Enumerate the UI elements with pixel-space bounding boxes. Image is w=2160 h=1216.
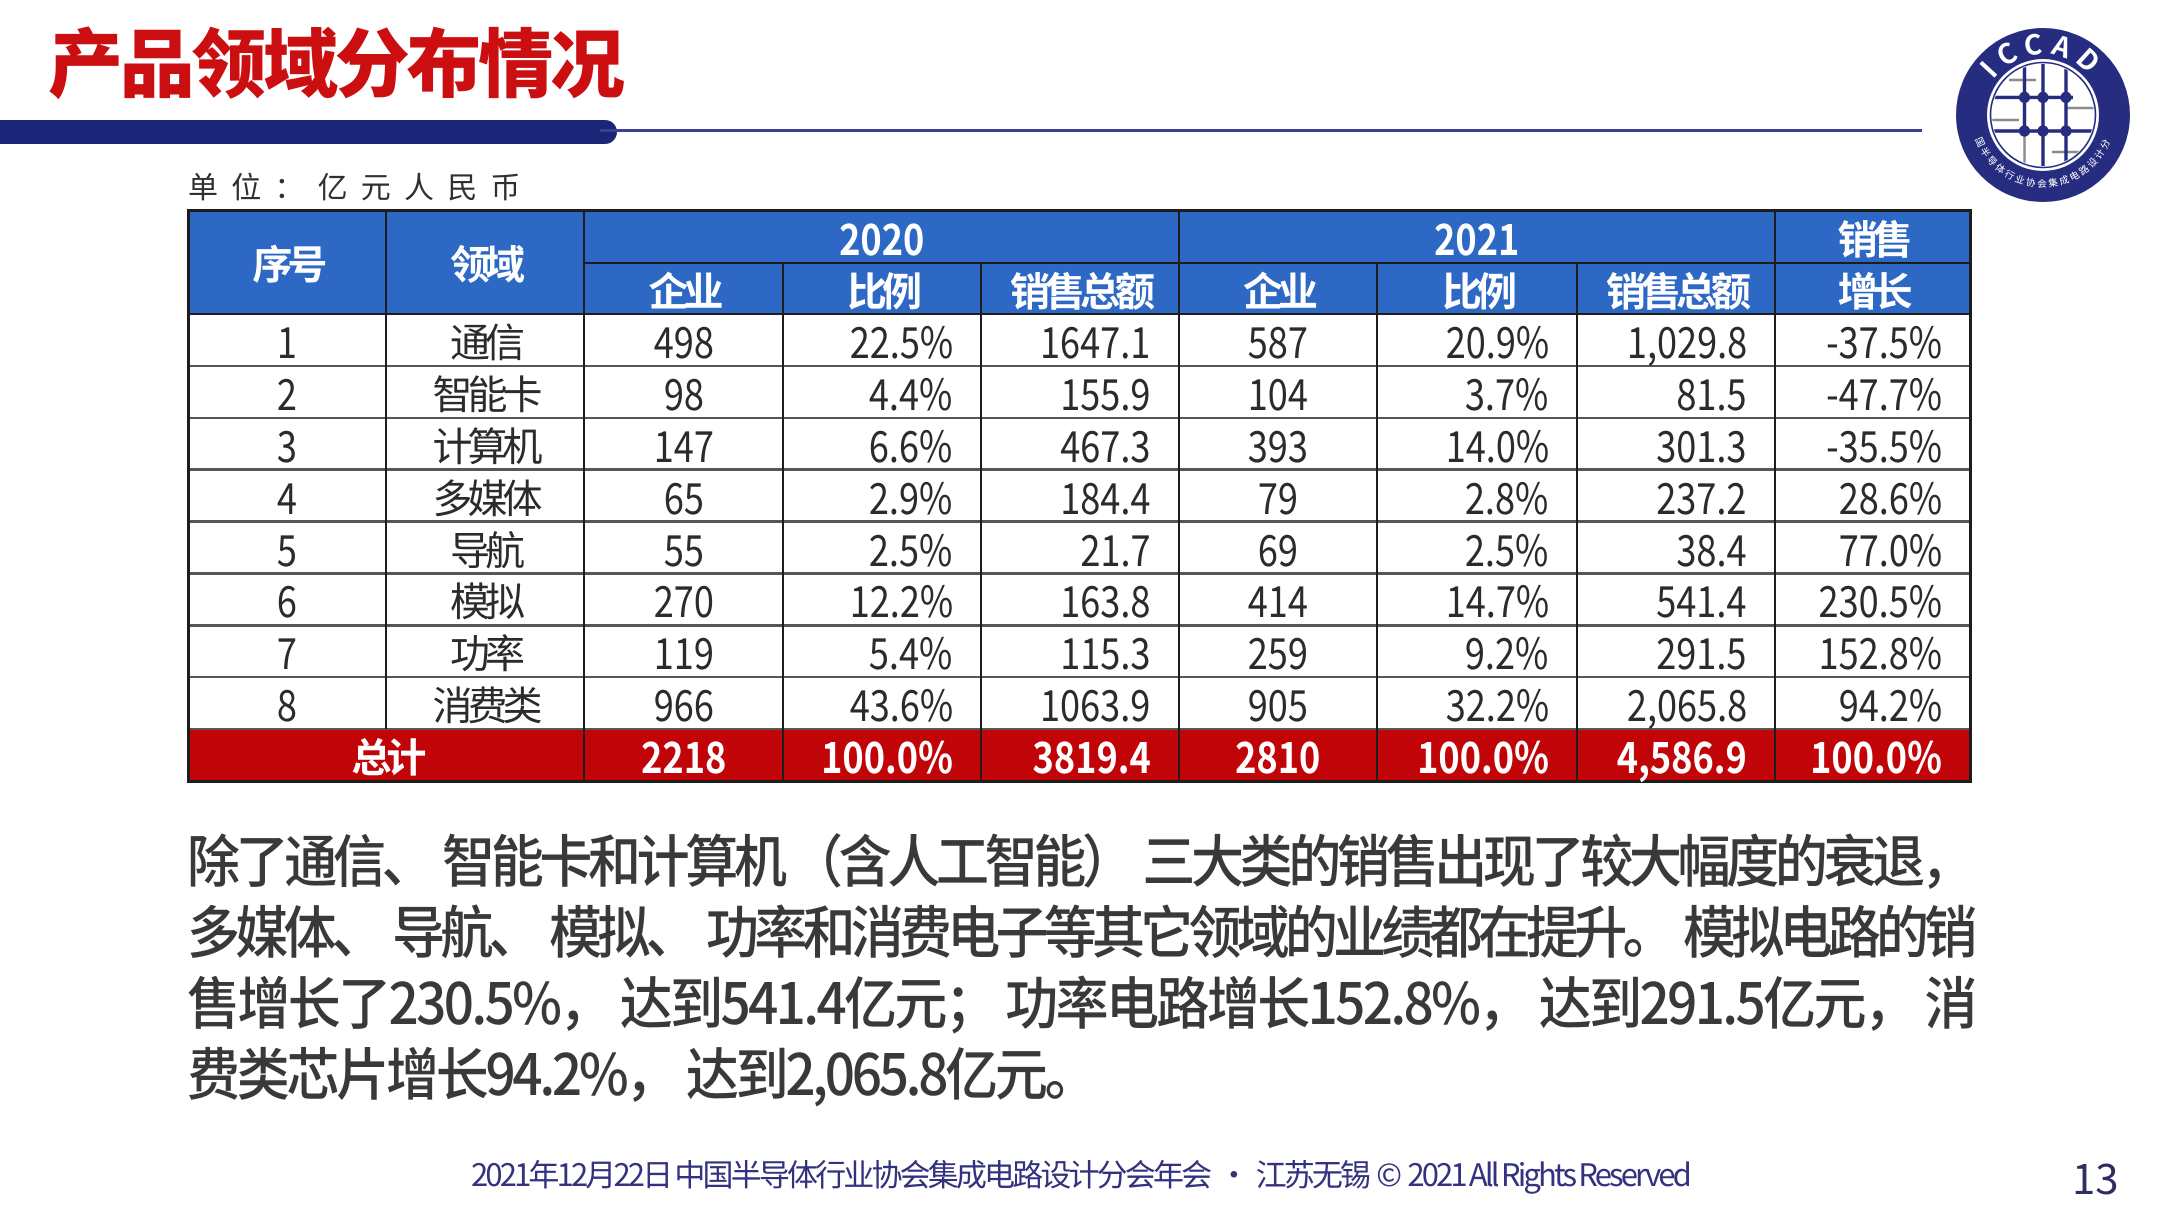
svg-text:中国半导体行业协会集成电路设计分会: 中国半导体行业协会集成电路设计分会 [0,0,2114,190]
